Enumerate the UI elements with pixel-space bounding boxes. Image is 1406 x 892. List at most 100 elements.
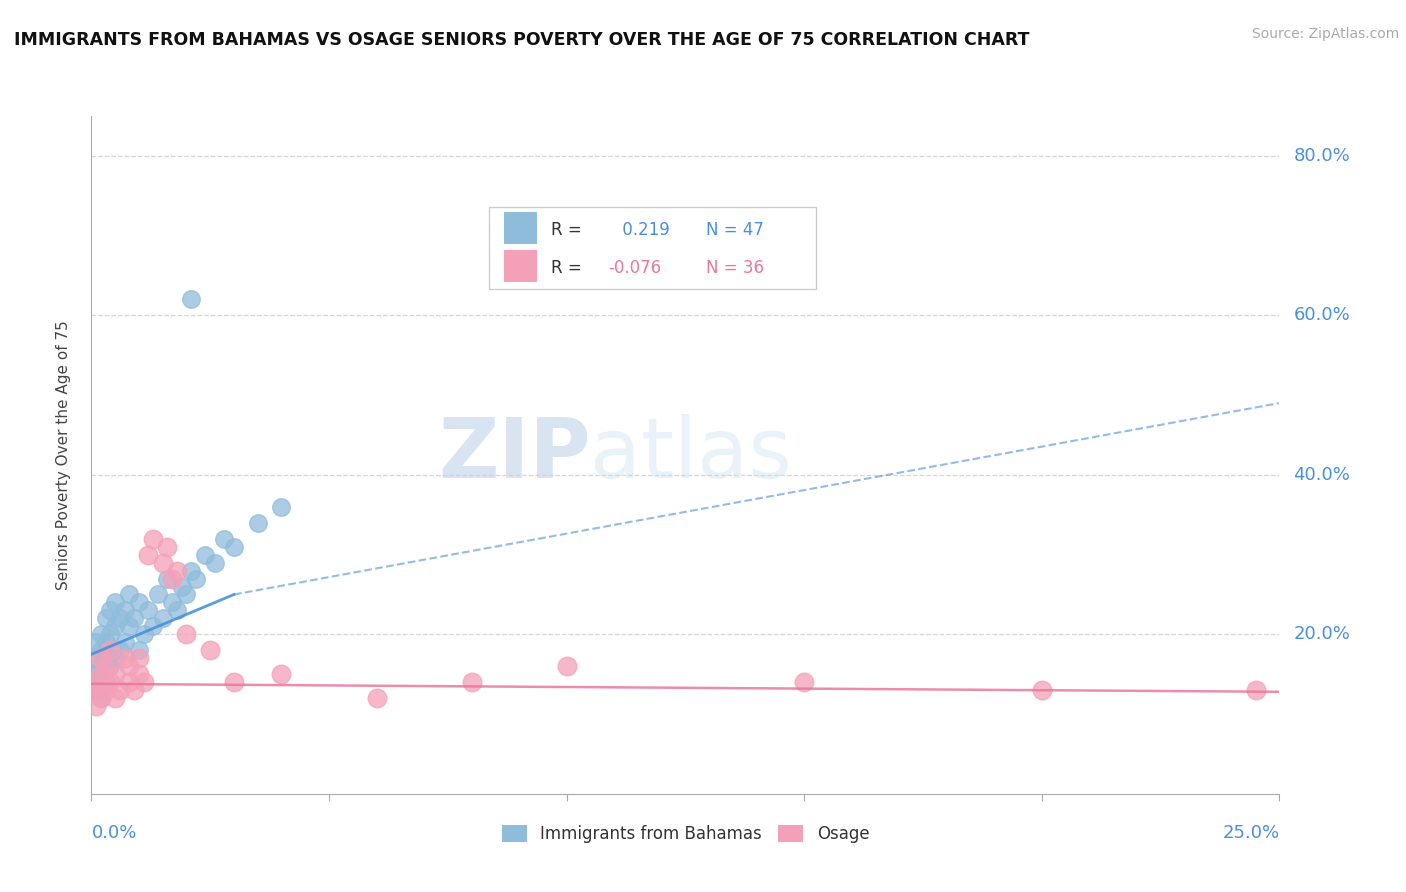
Point: [166, 564, 188, 578]
Point: [793, 675, 815, 690]
Text: Source: ZipAtlas.com: Source: ZipAtlas.com: [1251, 27, 1399, 41]
Point: [94, 683, 117, 698]
Point: [104, 691, 127, 706]
Point: [114, 635, 136, 649]
Point: [128, 667, 150, 681]
Y-axis label: Seniors Poverty Over the Age of 75: Seniors Poverty Over the Age of 75: [56, 320, 70, 590]
Point: [176, 627, 198, 641]
Point: [460, 675, 482, 690]
Point: [108, 611, 131, 625]
Point: [270, 667, 292, 681]
Point: [80, 675, 103, 690]
Point: [94, 635, 117, 649]
Point: [118, 659, 141, 673]
Point: [1244, 683, 1267, 698]
Text: 20.0%: 20.0%: [1294, 625, 1350, 643]
Point: [170, 580, 193, 594]
Point: [114, 603, 136, 617]
Point: [94, 651, 117, 665]
Point: [94, 611, 117, 625]
Bar: [503, 250, 537, 283]
Point: [194, 548, 217, 562]
Point: [142, 619, 165, 633]
Bar: [503, 211, 537, 244]
Point: [90, 643, 112, 657]
Point: [90, 627, 112, 641]
Point: [90, 691, 112, 706]
Point: [118, 675, 141, 690]
Point: [84, 675, 107, 690]
Point: [84, 683, 107, 698]
FancyBboxPatch shape: [489, 208, 815, 289]
Text: 0.0%: 0.0%: [91, 824, 136, 842]
Point: [100, 627, 122, 641]
Point: [104, 667, 127, 681]
Point: [184, 572, 207, 586]
Point: [94, 675, 117, 690]
Point: [222, 540, 245, 554]
Point: [156, 572, 179, 586]
Point: [160, 595, 183, 609]
Point: [84, 667, 107, 681]
Point: [94, 659, 117, 673]
Point: [84, 651, 107, 665]
Point: [122, 683, 145, 698]
Point: [90, 651, 112, 665]
Text: IMMIGRANTS FROM BAHAMAS VS OSAGE SENIORS POVERTY OVER THE AGE OF 75 CORRELATION : IMMIGRANTS FROM BAHAMAS VS OSAGE SENIORS…: [14, 31, 1029, 49]
Point: [200, 643, 222, 657]
Point: [128, 643, 150, 657]
Point: [142, 532, 165, 546]
Point: [246, 516, 269, 530]
Point: [100, 603, 122, 617]
Point: [90, 691, 112, 706]
Point: [1031, 683, 1053, 698]
Point: [270, 500, 292, 514]
Point: [156, 540, 179, 554]
Point: [160, 572, 183, 586]
Point: [366, 691, 388, 706]
Point: [138, 548, 160, 562]
Point: [100, 675, 122, 690]
Point: [176, 587, 198, 601]
Point: [84, 635, 107, 649]
Point: [108, 683, 131, 698]
Text: 60.0%: 60.0%: [1294, 306, 1350, 325]
Text: 40.0%: 40.0%: [1294, 466, 1350, 483]
Point: [84, 699, 107, 714]
Text: R =: R =: [551, 221, 588, 239]
Text: 0.219: 0.219: [616, 221, 669, 239]
Point: [108, 643, 131, 657]
Point: [128, 651, 150, 665]
Point: [214, 532, 236, 546]
Text: ZIP: ZIP: [437, 415, 591, 495]
Point: [104, 619, 127, 633]
Point: [90, 659, 112, 673]
Text: 25.0%: 25.0%: [1222, 824, 1279, 842]
Point: [100, 659, 122, 673]
Point: [152, 611, 174, 625]
Point: [204, 556, 226, 570]
Point: [146, 587, 169, 601]
Text: -0.076: -0.076: [609, 260, 661, 277]
Legend: Immigrants from Bahamas, Osage: Immigrants from Bahamas, Osage: [495, 819, 876, 850]
Point: [80, 683, 103, 698]
Point: [122, 611, 145, 625]
Point: [152, 556, 174, 570]
Point: [104, 651, 127, 665]
Point: [222, 675, 245, 690]
Text: R =: R =: [551, 260, 588, 277]
Text: atlas: atlas: [591, 415, 792, 495]
Point: [180, 564, 202, 578]
Point: [132, 675, 155, 690]
Text: N = 36: N = 36: [706, 260, 763, 277]
Point: [104, 595, 127, 609]
Point: [128, 595, 150, 609]
Point: [114, 651, 136, 665]
Point: [118, 619, 141, 633]
Point: [138, 603, 160, 617]
Point: [118, 587, 141, 601]
Point: [180, 293, 202, 307]
Point: [555, 659, 578, 673]
Point: [90, 667, 112, 681]
Text: N = 47: N = 47: [706, 221, 763, 239]
